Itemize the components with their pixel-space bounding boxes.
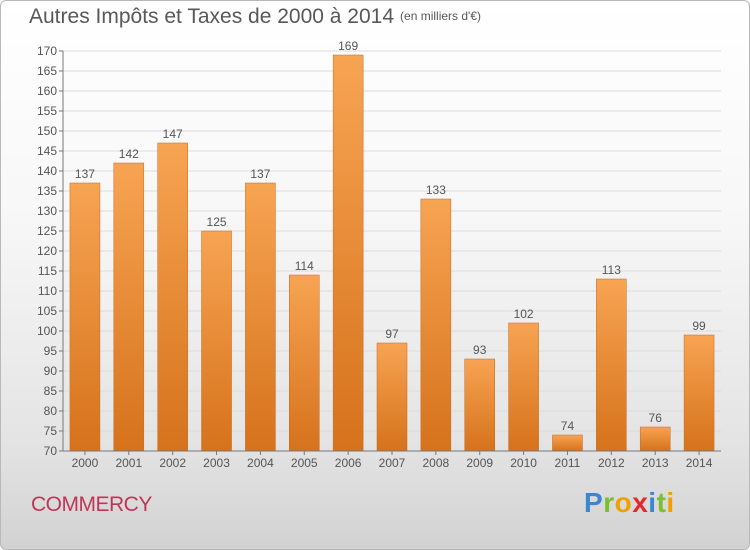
bar-2011 — [552, 434, 583, 452]
y-tick-label: 155 — [37, 104, 57, 118]
data-label-2012: 113 — [602, 263, 621, 277]
logo-letter: r — [603, 487, 615, 518]
bar-2003 — [201, 230, 232, 452]
logo-letter: i — [648, 487, 657, 518]
bar-2010 — [508, 322, 539, 452]
y-tick-label: 105 — [37, 304, 57, 318]
y-tick-label: 70 — [44, 444, 58, 458]
y-tick-label: 160 — [37, 84, 57, 98]
chart-title: Autres Impôts et Taxes de 2000 à 2014 (en… — [29, 5, 481, 29]
x-tick-label-2002: 2002 — [159, 456, 186, 470]
bar-2007 — [376, 342, 408, 452]
x-tick-label-2008: 2008 — [423, 456, 450, 470]
bars — [69, 54, 715, 452]
bar-2001 — [113, 162, 145, 452]
y-axis: 70 75 80 85 90 95 100 105 110 115 120 125 130 135 140 1… — [37, 44, 64, 458]
data-label-2008: 133 — [426, 183, 446, 197]
y-tick-label: 100 — [37, 324, 57, 338]
x-tick-label-2007: 2007 — [379, 456, 406, 470]
x-tick-label-2004: 2004 — [247, 456, 274, 470]
y-tick-label: 85 — [44, 384, 58, 398]
bar-2014 — [683, 334, 715, 452]
x-tick-label-2011: 2011 — [555, 456, 581, 470]
bar-2005 — [289, 274, 320, 452]
bar-2013 — [639, 426, 671, 452]
data-label-2001: 142 — [119, 147, 139, 161]
x-tick-label-2005: 2005 — [291, 456, 318, 470]
x-tick-label-2006: 2006 — [335, 456, 362, 470]
x-axis: 2000 2001 2002 2003 2004 2005 2006 2007 2008 2009… — [63, 450, 721, 470]
data-label-2004: 137 — [250, 167, 270, 181]
bar-2000 — [69, 182, 101, 452]
y-tick-label: 115 — [38, 264, 57, 278]
x-tick-label-2000: 2000 — [72, 456, 99, 470]
bar-2002 — [157, 142, 188, 452]
data-label-2005: 114 — [295, 259, 314, 273]
y-tick-label: 150 — [37, 124, 57, 138]
unit-label: (en milliers d'€) — [400, 9, 482, 23]
x-tick-label-2012: 2012 — [598, 456, 625, 470]
data-label-2003: 125 — [207, 215, 227, 229]
x-tick-label-2001: 2001 — [115, 456, 142, 470]
x-tick-label-2003: 2003 — [203, 456, 230, 470]
logo-letter: i — [666, 487, 675, 518]
y-tick-label: 95 — [44, 344, 58, 358]
logo-letter: t — [656, 487, 667, 518]
data-label-2000: 137 — [75, 167, 95, 181]
y-tick-label: 145 — [37, 144, 57, 158]
y-tick-label: 75 — [44, 424, 58, 438]
proxiti-logo: Proxiti — [584, 487, 675, 519]
y-tick-label: 120 — [37, 244, 57, 258]
y-tick-label: 130 — [37, 204, 57, 218]
data-label-2011: 74 — [561, 419, 575, 433]
x-tick-label-2009: 2009 — [466, 456, 493, 470]
y-tick-label: 80 — [44, 404, 58, 418]
data-label-2007: 97 — [385, 327, 399, 341]
data-label-2014: 99 — [692, 319, 706, 333]
logo-letter: x — [632, 487, 649, 518]
data-label-2009: 93 — [473, 343, 487, 357]
logo-letter: P — [584, 487, 604, 518]
y-tick-label: 125 — [37, 224, 57, 238]
data-label-2013: 76 — [649, 411, 663, 425]
data-label-2002: 147 — [163, 127, 183, 141]
city-name: COMMERCY — [31, 493, 152, 516]
y-tick-label: 90 — [44, 364, 58, 378]
bar-2008 — [420, 198, 452, 452]
bar-2006 — [332, 54, 364, 452]
y-tick-label: 165 — [37, 64, 57, 78]
y-tick-label: 135 — [37, 184, 57, 198]
y-tick-label: 140 — [37, 164, 57, 178]
y-tick-label: 170 — [37, 44, 57, 58]
x-tick-label-2013: 2013 — [642, 456, 669, 470]
logo-letter: o — [614, 487, 633, 518]
x-tick-label-2014: 2014 — [686, 456, 713, 470]
bar-2009 — [464, 358, 495, 452]
title-text: Autres Impôts et Taxes de 2000 à 2014 — [29, 5, 395, 28]
bar-2004 — [245, 182, 276, 452]
y-tick-label: 110 — [38, 284, 57, 298]
data-labels: 137 142 147 125 137 114 169 97 133 93 102 74 113 76 99 — [75, 39, 706, 433]
x-tick-label-2010: 2010 — [510, 456, 537, 470]
bar-2012 — [596, 278, 627, 452]
data-label-2010: 102 — [514, 307, 534, 321]
data-label-2006: 169 — [338, 39, 358, 53]
